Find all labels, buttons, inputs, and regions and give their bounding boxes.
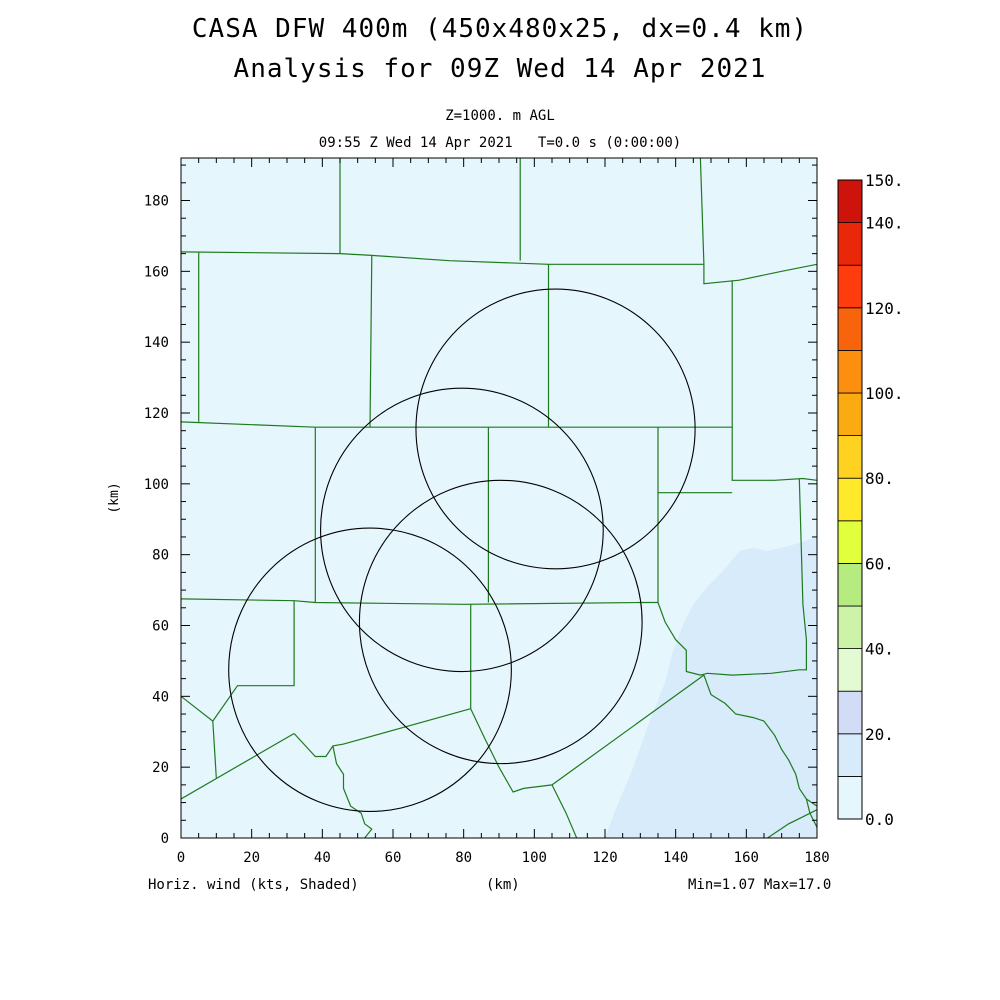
colorbar-bin xyxy=(837,392,863,436)
county-line-8 xyxy=(699,158,705,265)
range-ring-2 xyxy=(358,479,643,765)
colorbar-label: 120. xyxy=(865,299,904,318)
x-tick-label: 20 xyxy=(243,850,260,866)
chart-title: CASA DFW 400m (450x480x25, dx=0.4 km) xyxy=(191,14,809,44)
range-ring-0 xyxy=(415,288,696,570)
colorbar-label: 140. xyxy=(865,214,904,233)
x-tick-label: 0 xyxy=(177,850,185,866)
colorbar-bin xyxy=(837,690,863,735)
county-line-20 xyxy=(551,784,578,838)
county-line-16 xyxy=(181,732,295,800)
x-tick-label: 100 xyxy=(522,850,547,866)
colorbar-frame xyxy=(837,179,863,820)
colorbar: 0.0 20. 40. 60. 80. 100. 120. 140. 150. xyxy=(837,171,904,829)
y-tick-label: 140 xyxy=(144,335,169,351)
x-tick-label: 180 xyxy=(804,850,829,866)
county-line-5 xyxy=(369,255,373,428)
county-line-0 xyxy=(181,251,817,285)
colorbar-bin xyxy=(837,477,863,522)
axes: 0 20 40 60 80 100 120 140 160 180 0 20 40 60 80 100 120 1… xyxy=(144,158,830,866)
y-tick-label: 160 xyxy=(144,264,169,280)
colorbar-bin xyxy=(837,605,863,649)
county-line-21 xyxy=(703,674,817,828)
county-line-14 xyxy=(181,600,295,722)
county-line-18 xyxy=(332,745,373,838)
y-axis-label: (km) xyxy=(107,482,122,513)
range-ring-1 xyxy=(320,387,604,673)
county-line-15 xyxy=(212,721,217,778)
colorbar-bin xyxy=(837,264,863,309)
colorbar-bin xyxy=(837,520,863,564)
x-tick-label: 60 xyxy=(385,850,402,866)
y-tick-label: 120 xyxy=(144,406,169,422)
y-tick-label: 20 xyxy=(152,760,169,776)
county-line-1 xyxy=(181,421,733,428)
county-line-2 xyxy=(181,598,658,605)
x-tick-label: 120 xyxy=(592,850,617,866)
county-line-13 xyxy=(657,478,808,676)
colorbar-bin xyxy=(837,435,863,479)
colorbar-bin xyxy=(837,179,863,223)
y-tick-label: 40 xyxy=(152,689,169,705)
county-line-23 xyxy=(806,798,817,807)
county-line-22 xyxy=(767,809,817,838)
colorbar-label: 20. xyxy=(865,725,894,744)
colorbar-label: 150. xyxy=(865,171,904,190)
x-tick-label: 140 xyxy=(663,850,688,866)
county-boundaries xyxy=(181,158,817,838)
y-tick-label: 80 xyxy=(152,548,169,564)
minmax-label: Min=1.07 Max=17.0 xyxy=(688,877,832,893)
radar-range-rings xyxy=(228,288,696,812)
colorbar-bin xyxy=(837,563,863,607)
county-line-9 xyxy=(731,280,817,481)
y-tick-label: 180 xyxy=(144,194,169,210)
x-tick-label: 160 xyxy=(734,850,759,866)
colorbar-bin xyxy=(837,776,863,820)
colorbar-bin xyxy=(837,307,863,351)
time-label: 09:55 Z Wed 14 Apr 2021 T=0.0 s (0:00:00… xyxy=(318,135,682,151)
y-tick-label: 100 xyxy=(144,477,169,493)
x-tick-label: 80 xyxy=(455,850,472,866)
chart-subtitle: Analysis for 09Z Wed 14 Apr 2021 xyxy=(233,54,767,84)
shaded-region-0 xyxy=(605,537,817,838)
colorbar-bin xyxy=(837,222,863,266)
y-tick-label: 60 xyxy=(152,619,169,635)
colorbar-bin xyxy=(837,349,863,394)
field-label: Horiz. wind (kts, Shaded) xyxy=(148,877,359,893)
colorbar-label: 80. xyxy=(865,469,894,488)
colorbar-label: 40. xyxy=(865,640,894,659)
colorbar-bin xyxy=(837,733,863,777)
colorbar-label: 100. xyxy=(865,384,904,403)
shaded-field xyxy=(605,537,817,838)
colorbar-label: 0.0 xyxy=(865,810,894,829)
x-tick-label: 40 xyxy=(314,850,331,866)
level-label: Z=1000. m AGL xyxy=(445,108,555,124)
y-tick-label: 0 xyxy=(161,831,169,847)
range-ring-3 xyxy=(228,527,512,812)
colorbar-label: 60. xyxy=(865,554,894,573)
x-axis-label: (km) xyxy=(486,877,520,893)
colorbar-bin xyxy=(837,648,863,692)
